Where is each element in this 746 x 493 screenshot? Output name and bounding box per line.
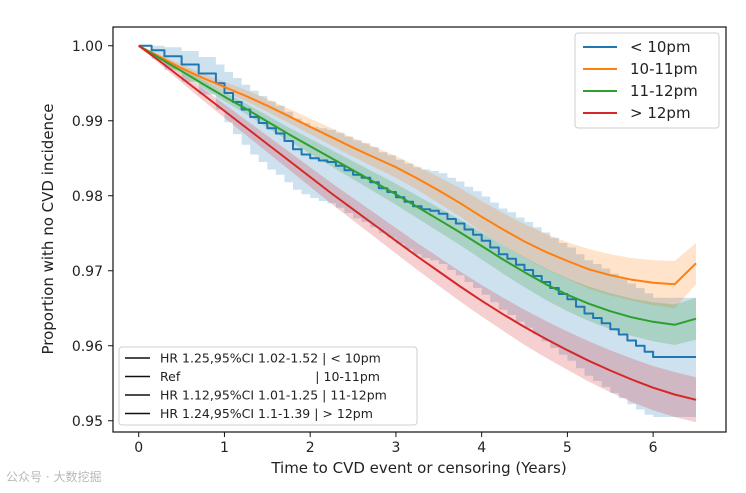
legend-label: 10-11pm [630,60,698,78]
y-tick-label: 0.98 [72,189,103,205]
y-axis-title: Proportion with no CVD incidence [39,103,57,354]
series-line-1 [138,44,697,286]
hr-label: HR 1.12,95%CI 1.01-1.25 | 11-12pm [160,388,387,403]
legend-box [574,32,720,129]
x-tick-label: 4 [477,440,486,456]
y-tick-label: 0.97 [72,264,103,280]
legend-label: > 12pm [630,104,691,122]
hr-box [118,346,418,426]
y-tick-label: 0.99 [72,114,103,130]
ci-band-3 [138,45,696,423]
series-line-2 [138,44,697,326]
x-axis: 0 1 2 3 4 5 6 [134,432,658,456]
y-tick-label: 1.00 [72,39,103,55]
series-line-3 [138,44,697,401]
y-tick-label: 0.95 [72,414,103,430]
x-tick-label: 2 [306,440,315,456]
x-tick-label: 3 [391,440,400,456]
legend-label: < 10pm [630,38,691,56]
hr-label: HR 1.24,95%CI 1.1-1.39 | > 12pm [160,406,373,421]
x-tick-label: 0 [134,440,143,456]
y-tick-label: 0.96 [72,339,103,355]
y-axis: 1.00 0.99 0.98 0.97 0.96 0.95 [72,39,113,430]
series-lines [138,44,697,401]
ci-band-0 [138,45,696,417]
hr-annotation-box: HR 1.25,95%CI 1.02-1.52 | < 10pm Ref | 10… [118,346,418,426]
x-axis-title: Time to CVD event or censoring (Years) [270,459,566,477]
hr-label: Ref | 10-11pm [160,369,380,384]
x-tick-label: 1 [220,440,229,456]
plot-frame [112,26,727,433]
ci-band-2 [138,45,696,345]
legend-label: 11-12pm [630,82,698,100]
x-tick-label: 5 [563,440,572,456]
legend: < 10pm 10-11pm 11-12pm > 12pm [574,32,720,129]
watermark: 公众号 · 大数挖掘 [6,470,102,484]
x-tick-label: 6 [649,440,658,456]
hr-label: HR 1.25,95%CI 1.02-1.52 | < 10pm [160,351,381,366]
